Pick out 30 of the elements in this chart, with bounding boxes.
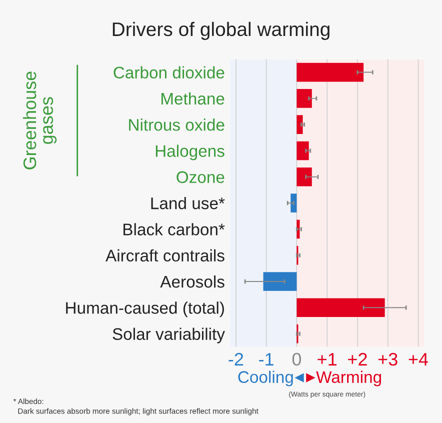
- y-tick-label: Human-caused (total): [66, 302, 224, 318]
- bar: [296, 62, 364, 82]
- x-tick-label: +3: [378, 352, 398, 366]
- text: Greenhouse gases: [22, 72, 57, 170]
- y-tick-label: Land use*: [151, 197, 225, 210]
- x-tick-label: +4: [408, 353, 428, 366]
- y-tick-label: Aircraft contrails: [106, 249, 224, 262]
- x-tick-label: -2: [228, 352, 244, 366]
- bar: [263, 272, 297, 291]
- x-tick-label: -1: [259, 353, 274, 366]
- y-tick-label: Aerosols: [160, 275, 224, 288]
- chart-title: Drivers of global warming: [112, 22, 330, 40]
- bar: [290, 194, 297, 212]
- band-label: Cooling: [238, 370, 293, 386]
- y-tick-label: Ozone: [176, 171, 224, 184]
- band-label: Warming: [316, 370, 382, 386]
- bar: [296, 141, 309, 160]
- bar: [296, 167, 312, 186]
- bar: [296, 298, 385, 318]
- bar: [296, 115, 303, 134]
- y-tick-label: Methane: [161, 92, 224, 105]
- y-tick-label: Solar variability: [112, 328, 225, 344]
- x-tick-label: 0: [292, 352, 302, 366]
- bar: [296, 89, 312, 108]
- x-tick-label: +2: [348, 352, 367, 366]
- x-tick-label: +1: [318, 353, 336, 366]
- y-tick-label: Nitrous oxide: [129, 118, 224, 131]
- y-tick-label: Carbon dioxide: [114, 66, 224, 78]
- y-tick-label: Black carbon*: [124, 223, 225, 236]
- y-tick-label: Halogens: [156, 144, 224, 160]
